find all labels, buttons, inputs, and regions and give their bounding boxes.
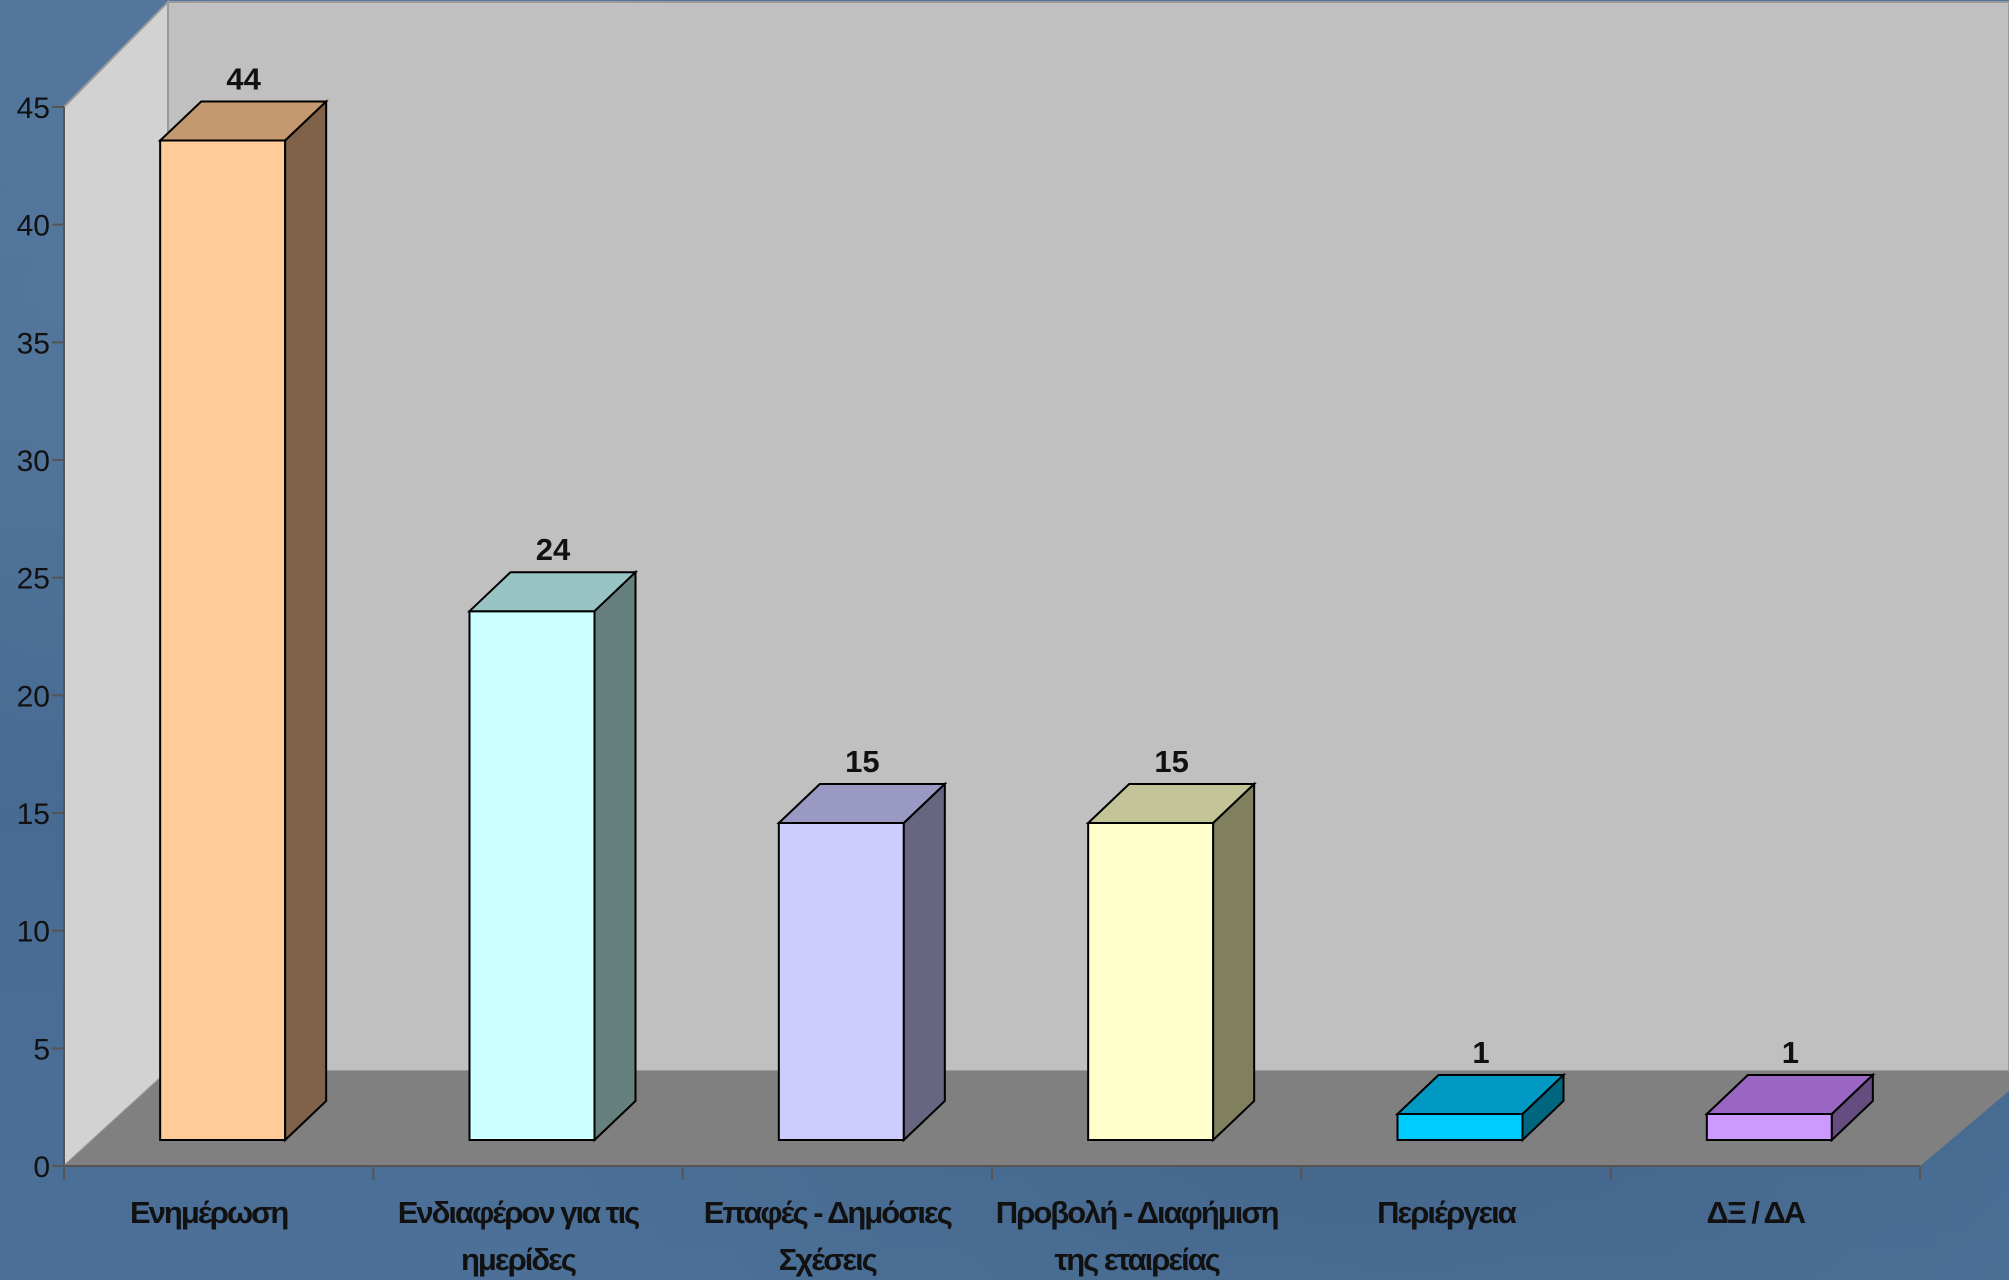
x-tick-label: Ενημέρωση [130, 1195, 288, 1230]
data-label: 24 [536, 532, 571, 567]
bar [157, 99, 329, 1143]
bar-side [284, 99, 328, 1143]
x-axis [63, 1165, 1921, 1180]
bar-front [1087, 822, 1215, 1141]
bar-side [902, 781, 946, 1143]
bar [1704, 1072, 1876, 1143]
y-tick-label: 20 [17, 680, 50, 713]
bars [157, 99, 1876, 1143]
bar-side [1830, 1072, 1874, 1143]
bar [776, 781, 948, 1143]
y-tick-label: 40 [17, 210, 50, 243]
data-label: 15 [1154, 744, 1188, 779]
bar [1394, 1072, 1567, 1143]
y-tick-label: 35 [17, 327, 50, 360]
y-tick-label: 45 [17, 92, 50, 125]
bar-side [593, 569, 637, 1143]
bar-front [159, 139, 287, 1141]
data-labels: 44 24 15 15 1 1 [226, 62, 1799, 1070]
chart-walls [63, 0, 2009, 1169]
x-tick-label: ημερίδες [461, 1242, 576, 1277]
y-tick-label: 30 [17, 445, 50, 478]
data-label: 15 [845, 744, 879, 779]
bar [466, 569, 639, 1143]
x-tick-label: της εταιρείας [1054, 1242, 1219, 1277]
x-tick-label: Σχέσεις [779, 1242, 877, 1277]
x-tick-label: Προβολή - Διαφήμιση [996, 1195, 1279, 1230]
bar-front [468, 610, 596, 1141]
y-axis: 0 5 10 15 20 25 30 35 40 45 [17, 92, 65, 1184]
x-tick-label: Περιέργεια [1377, 1195, 1517, 1230]
x-tick-label: Ενδιαφέρον για τις [398, 1195, 639, 1230]
bar [1085, 781, 1257, 1143]
bar-front [777, 822, 905, 1141]
data-label: 1 [1782, 1035, 1799, 1070]
data-label: 1 [1472, 1035, 1489, 1070]
y-tick-label: 0 [33, 1151, 50, 1184]
side-wall [63, 0, 169, 1169]
bar-side [1212, 781, 1256, 1143]
bar-front [1705, 1113, 1833, 1141]
x-tick-label: ΔΞ / ΔΑ [1707, 1195, 1806, 1230]
y-tick-label: 25 [17, 563, 50, 596]
bar-side [1521, 1072, 1565, 1143]
x-tick-label: Επαφές - Δημόσιες [704, 1195, 952, 1230]
y-tick-label: 5 [33, 1033, 50, 1066]
y-tick-label: 10 [17, 916, 50, 949]
x-axis-labels: Ενημέρωση Ενδιαφέρον για τις ημερίδες Επαφέ… [130, 1195, 1808, 1277]
data-label: 44 [226, 62, 261, 97]
y-tick-label: 15 [17, 798, 50, 831]
bar-front [1396, 1113, 1524, 1141]
